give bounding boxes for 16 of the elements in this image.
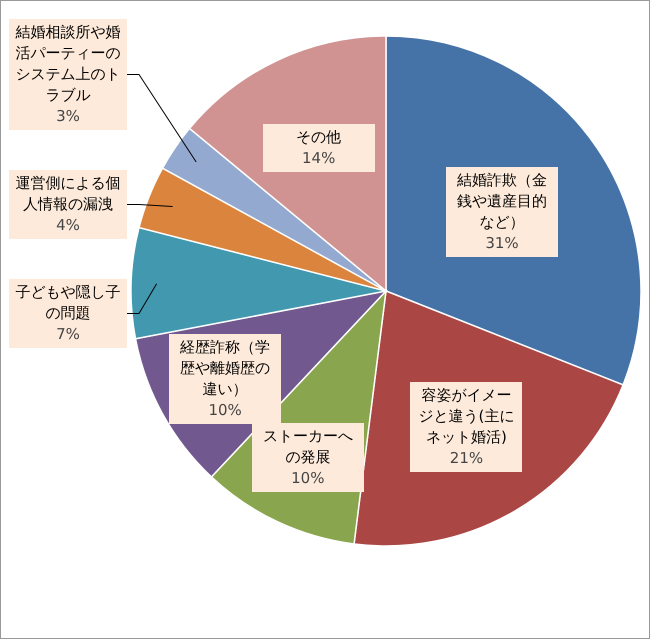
data-label: 4%: [55, 215, 81, 236]
slice-label: 経歴詐称（学歴や離婚歴の違い）: [179, 337, 272, 400]
slice-label: ストーカーへの発展: [262, 426, 354, 468]
data-label: 10%: [207, 400, 243, 422]
data-label: 31%: [484, 233, 520, 254]
slice-label: 結婚相談所や婚活パーティーのシステム上のトラブル: [14, 22, 122, 106]
data-label: 3%: [55, 106, 81, 127]
data-label: 7%: [55, 324, 81, 345]
slice-label: 結婚詐欺（金銭や遺産目的など）: [456, 170, 548, 234]
data-label: 14%: [301, 148, 336, 169]
slice-label: 子どもや隠し子の問題: [14, 282, 122, 324]
slice-label: 容姿がイメージと違う(主にネット婚活): [418, 385, 516, 448]
data-label: 21%: [448, 448, 484, 470]
slice-label: 運営側による個人情報の漏洩: [14, 173, 122, 215]
slice-label: その他: [295, 126, 342, 148]
data-label: 10%: [290, 468, 326, 489]
